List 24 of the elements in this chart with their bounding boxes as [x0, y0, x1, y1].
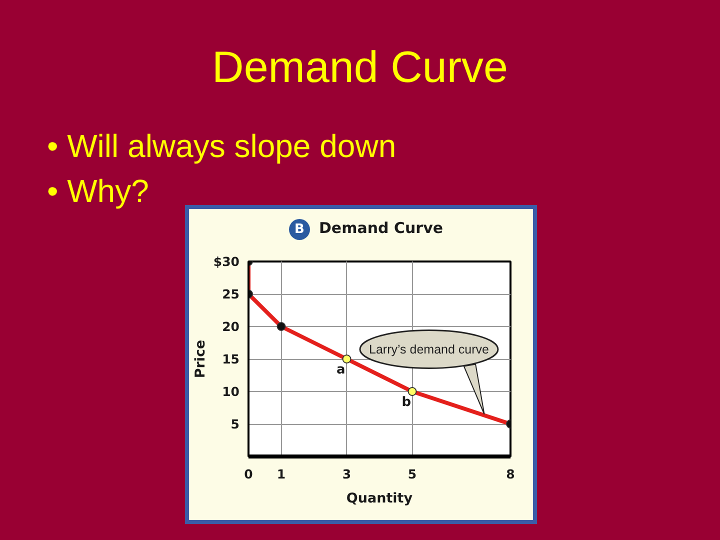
x-tick-label: 5 [408, 466, 417, 482]
y-tick-label: 20 [222, 319, 240, 334]
y-tick-label: 25 [222, 286, 240, 302]
x-tick-label: 1 [276, 466, 286, 482]
y-tick-label: 15 [222, 352, 240, 366]
x-axis-title: Quantity [346, 490, 413, 506]
y-tick-label: $30 [213, 254, 240, 269]
chart-subtitle: Demand Curve [318, 218, 444, 240]
annotation: a [336, 362, 346, 378]
annotation: b [402, 395, 412, 410]
annotation: Larry’s demand curve [369, 342, 490, 356]
text: B [288, 218, 310, 240]
point [408, 387, 417, 396]
text: • Will always slope down [47, 127, 396, 166]
y-tick-label: 5 [230, 416, 240, 432]
chart-title: Demand Curve [211, 43, 509, 93]
y-tick-label: 10 [222, 384, 240, 399]
point [342, 354, 352, 364]
y-axis-title: Price [192, 340, 208, 378]
x-tick-label: 0 [244, 466, 254, 482]
text: • Why? [47, 172, 150, 211]
x-tick-label: 3 [342, 466, 352, 482]
point [276, 322, 286, 331]
x-tick-label: 8 [506, 466, 515, 482]
